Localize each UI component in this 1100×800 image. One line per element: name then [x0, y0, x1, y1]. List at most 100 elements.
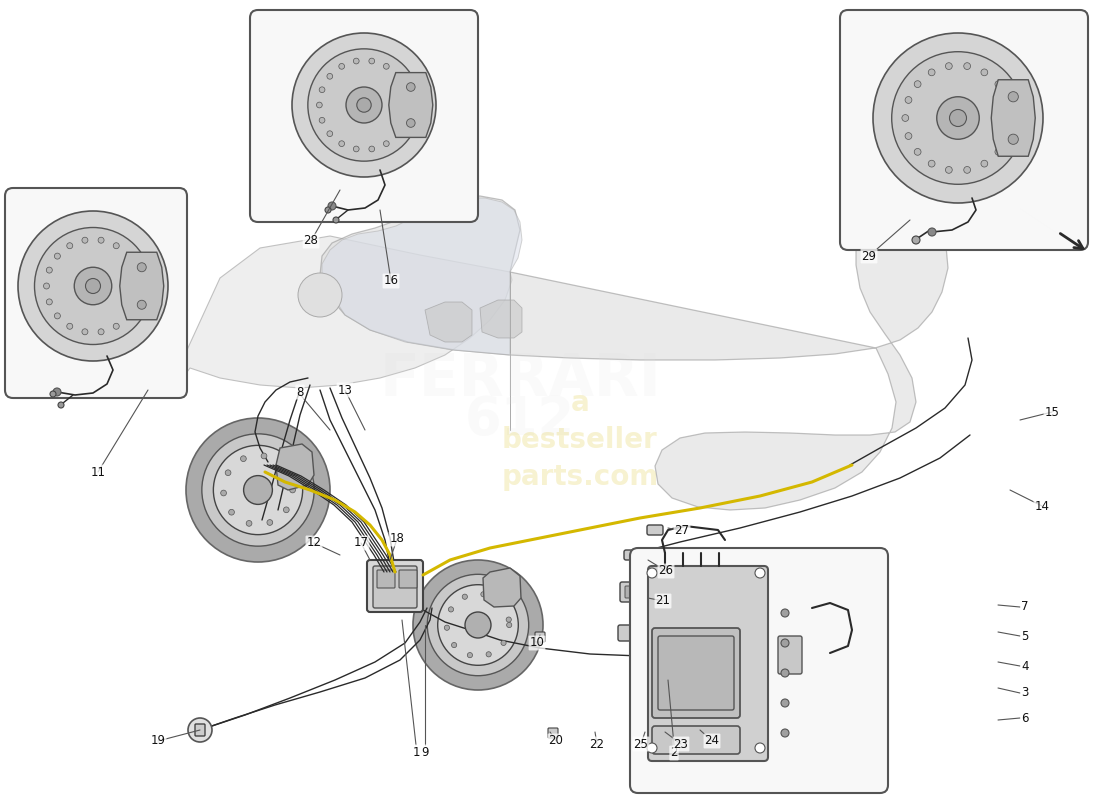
Circle shape [914, 149, 921, 155]
Circle shape [328, 202, 336, 210]
Circle shape [289, 481, 295, 487]
Circle shape [928, 69, 935, 76]
Polygon shape [425, 302, 472, 342]
Circle shape [279, 462, 285, 469]
Circle shape [134, 267, 140, 273]
Circle shape [125, 313, 132, 319]
Circle shape [755, 568, 764, 578]
FancyBboxPatch shape [840, 10, 1088, 250]
Text: 17: 17 [353, 537, 369, 550]
Polygon shape [165, 236, 512, 398]
FancyBboxPatch shape [648, 566, 768, 761]
Circle shape [243, 475, 273, 504]
FancyBboxPatch shape [641, 586, 646, 598]
Text: 23: 23 [673, 738, 689, 750]
Circle shape [937, 97, 979, 139]
Circle shape [949, 110, 967, 126]
Circle shape [497, 600, 503, 606]
Text: 18: 18 [389, 533, 405, 546]
Text: 1: 1 [412, 746, 420, 758]
Circle shape [462, 594, 468, 599]
Circle shape [407, 118, 415, 127]
Text: 12: 12 [307, 537, 321, 550]
Circle shape [781, 639, 789, 647]
Circle shape [892, 52, 1024, 184]
Circle shape [905, 97, 912, 103]
Circle shape [261, 453, 267, 459]
Polygon shape [120, 252, 164, 320]
Polygon shape [322, 198, 522, 355]
FancyBboxPatch shape [652, 726, 740, 754]
Text: 16: 16 [384, 274, 398, 287]
Circle shape [50, 391, 56, 397]
Text: 20: 20 [549, 734, 563, 747]
Circle shape [46, 267, 53, 273]
Circle shape [981, 160, 988, 167]
Text: 10: 10 [529, 637, 544, 650]
Circle shape [136, 283, 143, 289]
Circle shape [58, 402, 64, 408]
Text: 7: 7 [1021, 601, 1028, 614]
FancyBboxPatch shape [618, 625, 663, 641]
Circle shape [229, 510, 234, 515]
Circle shape [873, 33, 1043, 203]
Circle shape [138, 300, 146, 310]
Circle shape [406, 102, 411, 108]
Circle shape [353, 146, 359, 152]
Circle shape [81, 238, 88, 243]
Circle shape [465, 612, 491, 638]
Circle shape [500, 640, 506, 646]
FancyBboxPatch shape [399, 570, 417, 588]
Circle shape [324, 207, 331, 213]
Circle shape [928, 228, 936, 236]
FancyBboxPatch shape [620, 582, 648, 602]
Circle shape [996, 81, 1002, 87]
Polygon shape [276, 444, 314, 490]
Text: 13: 13 [338, 383, 352, 397]
Circle shape [403, 87, 409, 93]
Circle shape [647, 568, 657, 578]
Circle shape [945, 166, 953, 174]
Text: a
bestseller
parts.com: a bestseller parts.com [502, 389, 659, 490]
Circle shape [292, 33, 436, 177]
Circle shape [213, 446, 302, 534]
Circle shape [67, 242, 73, 249]
Circle shape [647, 743, 657, 753]
Text: 14: 14 [1034, 499, 1049, 513]
Circle shape [905, 133, 912, 139]
Circle shape [384, 141, 389, 146]
Text: 27: 27 [674, 525, 690, 538]
Circle shape [449, 606, 453, 612]
Circle shape [18, 211, 168, 361]
Polygon shape [991, 80, 1035, 156]
Circle shape [964, 166, 970, 174]
Circle shape [384, 63, 389, 70]
Circle shape [438, 585, 518, 666]
FancyBboxPatch shape [367, 560, 424, 612]
Circle shape [54, 253, 60, 259]
Polygon shape [480, 300, 522, 338]
FancyBboxPatch shape [647, 525, 663, 535]
Circle shape [327, 74, 332, 79]
Circle shape [486, 652, 492, 657]
Text: 9: 9 [421, 746, 429, 758]
Polygon shape [320, 196, 948, 510]
Text: 22: 22 [590, 738, 605, 750]
Circle shape [339, 141, 344, 146]
Circle shape [134, 299, 140, 305]
Text: 612: 612 [465, 394, 575, 446]
Circle shape [468, 653, 473, 658]
Circle shape [201, 434, 315, 546]
Text: 15: 15 [1045, 406, 1059, 418]
Circle shape [1008, 92, 1019, 102]
Circle shape [98, 238, 104, 243]
FancyBboxPatch shape [632, 586, 638, 598]
Circle shape [34, 227, 152, 345]
Circle shape [67, 323, 73, 330]
Circle shape [451, 642, 456, 648]
Circle shape [289, 487, 296, 493]
Circle shape [427, 574, 529, 676]
Text: 24: 24 [704, 734, 719, 747]
Circle shape [395, 131, 402, 137]
Circle shape [781, 699, 789, 707]
